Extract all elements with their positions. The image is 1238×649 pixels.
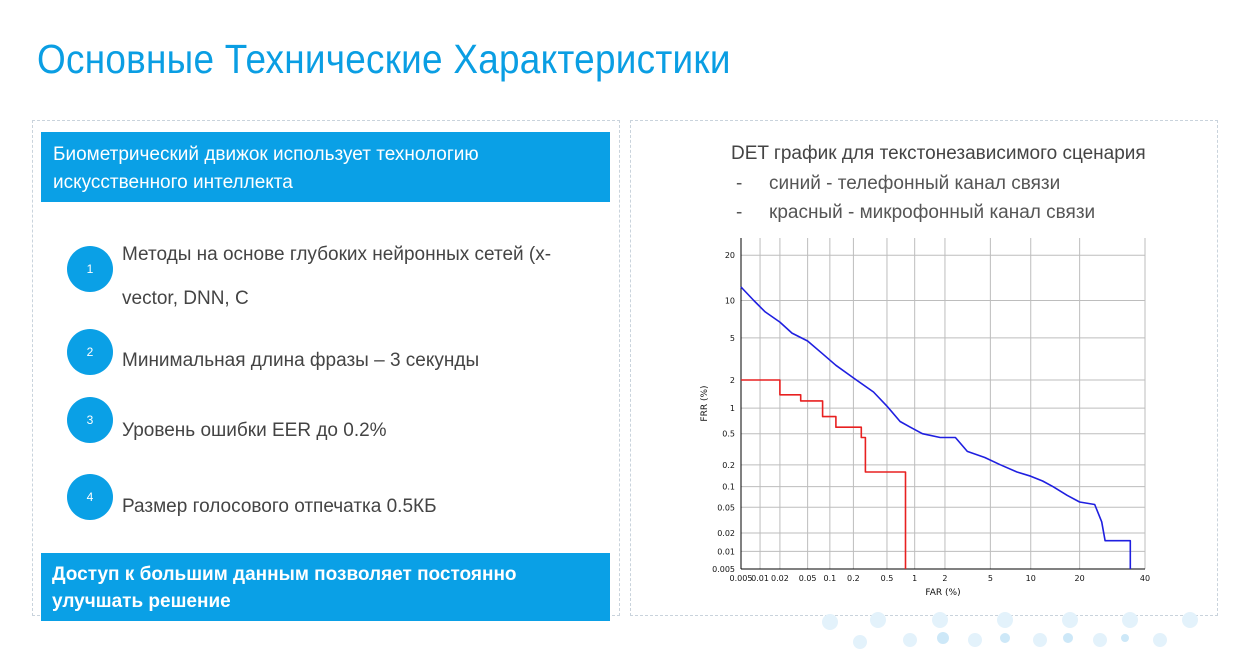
- x-tick-label: 0.02: [771, 574, 789, 583]
- y-tick-label: 10: [725, 297, 735, 306]
- x-tick-label: 0.01: [751, 574, 769, 583]
- item-number-badge: 4: [67, 474, 113, 520]
- legend-blue-text: синий - телефонный канал связи: [769, 173, 1061, 194]
- y-tick-label: 20: [725, 251, 735, 260]
- y-tick-label: 0.5: [722, 430, 735, 439]
- x-tick-label: 5: [988, 574, 993, 583]
- x-tick-label: 1: [912, 574, 917, 583]
- feature-item-voiceprint-size: Размер голосового отпечатка 0.5КБ: [122, 496, 437, 517]
- y-tick-label: 0.02: [717, 529, 735, 538]
- x-tick-label: 0.005: [730, 574, 753, 583]
- legend-red-text: красный - микрофонный канал связи: [769, 202, 1096, 223]
- legend-blue: - синий - телефонный канал связи: [736, 173, 1060, 195]
- item-number-badge: 2: [67, 329, 113, 375]
- decorative-dots: [822, 612, 1198, 649]
- det-chart-title: DET график для текстонезависимого сценар…: [731, 143, 1146, 164]
- big-data-banner: Доступ к большим данным позволяет постоя…: [41, 553, 610, 621]
- legend-red: - красный - микрофонный канал связи: [736, 202, 1095, 224]
- y-tick-label: 0.05: [717, 503, 735, 512]
- right-panel: [630, 120, 1218, 616]
- y-tick-label: 0.01: [717, 547, 735, 556]
- item-number-badge: 1: [67, 246, 113, 292]
- x-axis-label: FAR (%): [925, 588, 960, 598]
- legend-dash: -: [736, 173, 743, 194]
- x-tick-label: 40: [1140, 574, 1150, 583]
- x-tick-label: 20: [1075, 574, 1085, 583]
- y-tick-label: 0.005: [712, 565, 735, 574]
- series-line-blue: [740, 286, 1132, 569]
- feature-item-eer: Уровень ошибки EER до 0.2%: [122, 420, 387, 441]
- y-tick-label: 0.2: [722, 461, 735, 470]
- ai-technology-banner: Биометрический движок использует техноло…: [41, 132, 610, 202]
- x-tick-label: 10: [1026, 574, 1036, 583]
- x-tick-label: 2: [942, 574, 947, 583]
- series-line-red: [741, 379, 907, 569]
- feature-item-min-phrase: Минимальная длина фразы – 3 секунды: [122, 350, 480, 371]
- y-axis-label: FRR (%): [700, 385, 710, 421]
- x-tick-label: 0.5: [881, 574, 894, 583]
- y-tick-label: 0.1: [722, 483, 735, 492]
- x-tick-label: 0.2: [847, 574, 860, 583]
- y-tick-label: 1: [730, 404, 735, 413]
- y-tick-label: 5: [730, 334, 735, 343]
- page-title: Основные Технические Характеристики: [37, 36, 731, 82]
- item-number-badge: 3: [67, 397, 113, 443]
- y-tick-label: 2: [730, 376, 735, 385]
- legend-dash: -: [736, 202, 743, 223]
- feature-item-neural-methods: Методы на основе глубоких нейронных сете…: [122, 244, 552, 309]
- x-tick-label: 0.1: [823, 574, 836, 583]
- x-tick-label: 0.05: [799, 574, 817, 583]
